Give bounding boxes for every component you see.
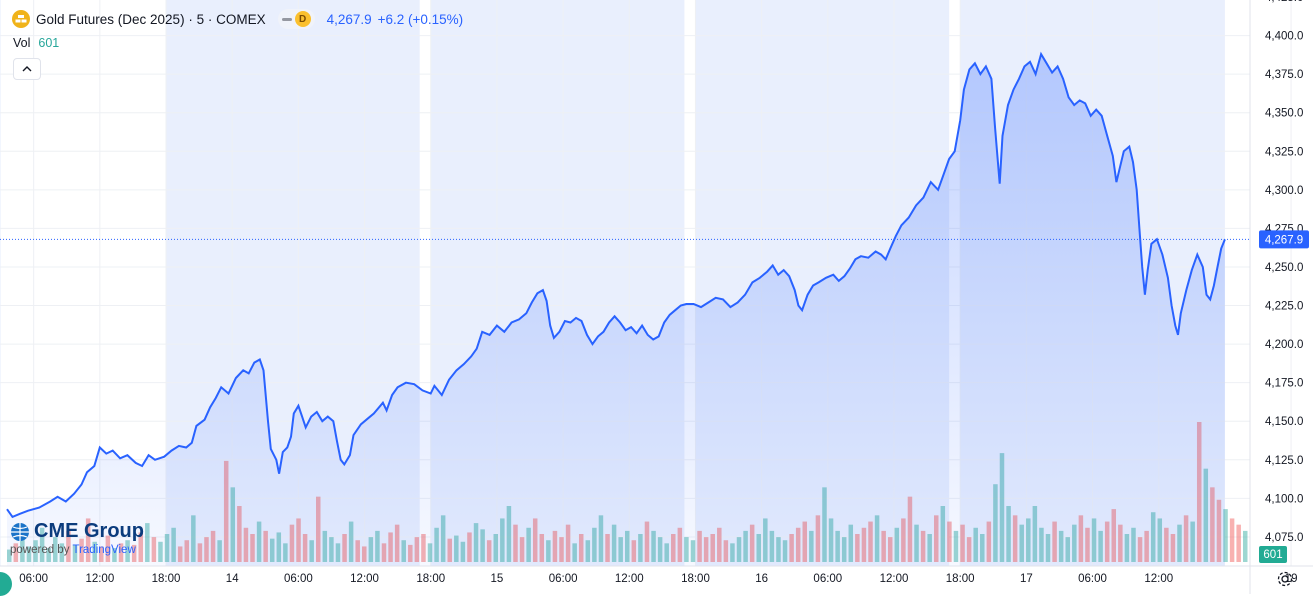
time-tick-label: 06:00	[284, 573, 313, 585]
last-price: 4,267.9	[326, 11, 372, 27]
volume-bar	[1243, 530, 1248, 562]
price-tick-label: 4,200.0	[1265, 339, 1303, 351]
price-tick-label: 4,350.0	[1265, 108, 1303, 120]
price-change: +6.2 (+0.15%)	[377, 11, 464, 27]
price-line	[6, 51, 1226, 519]
price-tick-label: 4,325.0	[1265, 146, 1303, 158]
price-tick-label: 4,075.0	[1265, 532, 1303, 544]
time-tick-label: 12:00	[615, 573, 644, 585]
volume-bar	[1229, 518, 1235, 562]
price-tick-label: 4,125.0	[1265, 455, 1303, 467]
time-tick-label: 06:00	[549, 573, 578, 585]
time-tick-label: 18:00	[416, 573, 445, 585]
volume-axis-label-bg	[1259, 546, 1287, 563]
chart-type-toggle[interactable]: D	[277, 9, 315, 29]
chevron-up-icon	[22, 66, 32, 72]
price-tick-label: 4,425.0	[1265, 0, 1303, 4]
price-tick-label: 4,250.0	[1265, 262, 1303, 274]
time-axis: 06:00 12:00 18:00 14 06:00 12:00 18:00 15 06:00 1…	[0, 565, 1313, 585]
volume-value: 601	[38, 36, 60, 50]
cme-globe-icon	[11, 522, 29, 541]
price-axis: 4,075.0 4,100.0 4,125.0 4,150.0 4,175.0 4,200…	[1249, 0, 1303, 594]
dash-icon	[281, 17, 292, 21]
time-tick-label: 16	[755, 573, 768, 585]
time-tick-label: 06:00	[19, 573, 48, 585]
volume-bar	[1236, 524, 1241, 562]
time-tick-label: 18:00	[681, 573, 710, 585]
settings-gear-icon[interactable]	[1276, 570, 1294, 588]
price-tick-label: 4,150.0	[1265, 416, 1303, 428]
price-tick-label: 4,400.0	[1265, 31, 1303, 43]
time-tick-label: 14	[226, 573, 239, 585]
tradingview-link[interactable]: TradingView	[72, 544, 136, 556]
delayed-badge[interactable]: D	[294, 11, 311, 27]
symbol-title[interactable]: Gold Futures (Dec 2025) · 5 · COMEX	[36, 11, 266, 27]
gold-bars-icon	[12, 10, 30, 28]
time-tick-label: 12:00	[85, 573, 114, 585]
collapse-legend-button[interactable]	[13, 58, 41, 80]
time-tick-label: 17	[1020, 573, 1033, 585]
volume-bar	[1223, 509, 1228, 562]
time-tick-label: 15	[491, 573, 504, 585]
price-tick-label: 4,375.0	[1265, 69, 1303, 81]
volume-axis-label-text: 601	[1263, 549, 1282, 561]
price-tick-label: 4,225.0	[1265, 301, 1303, 313]
powered-by-text: powered by	[10, 544, 70, 556]
volume-label: 601	[1259, 546, 1287, 563]
time-tick-label: 06:00	[1078, 573, 1107, 585]
symbol-legend: Gold Futures (Dec 2025) · 5 · COMEX D 4,…	[12, 9, 463, 29]
volume-label-text: Vol	[13, 36, 31, 50]
branding[interactable]: CME Group powered by TradingView	[10, 520, 144, 556]
cme-logo-text: CME Group	[34, 520, 144, 542]
last-price-label-bg	[1259, 230, 1309, 249]
price-tick-label: 4,100.0	[1265, 493, 1303, 505]
price-tick-label: 4,300.0	[1265, 185, 1303, 197]
time-tick-label: 18:00	[946, 573, 975, 585]
last-price-label: 4,267.9	[1259, 230, 1309, 249]
session-band	[0, 0, 1, 566]
volume-legend: Vol 601	[13, 36, 59, 50]
last-price-label-text: 4,267.9	[1265, 234, 1303, 246]
time-tick-label: 12:00	[880, 573, 909, 585]
status-badge	[0, 572, 12, 596]
time-tick-label: 06:00	[813, 573, 842, 585]
price-tick-label: 4,175.0	[1265, 378, 1303, 390]
price-area	[7, 54, 1225, 566]
time-tick-label: 12:00	[1144, 573, 1173, 585]
time-tick-label: 18:00	[152, 573, 181, 585]
time-tick-label: 12:00	[350, 573, 379, 585]
